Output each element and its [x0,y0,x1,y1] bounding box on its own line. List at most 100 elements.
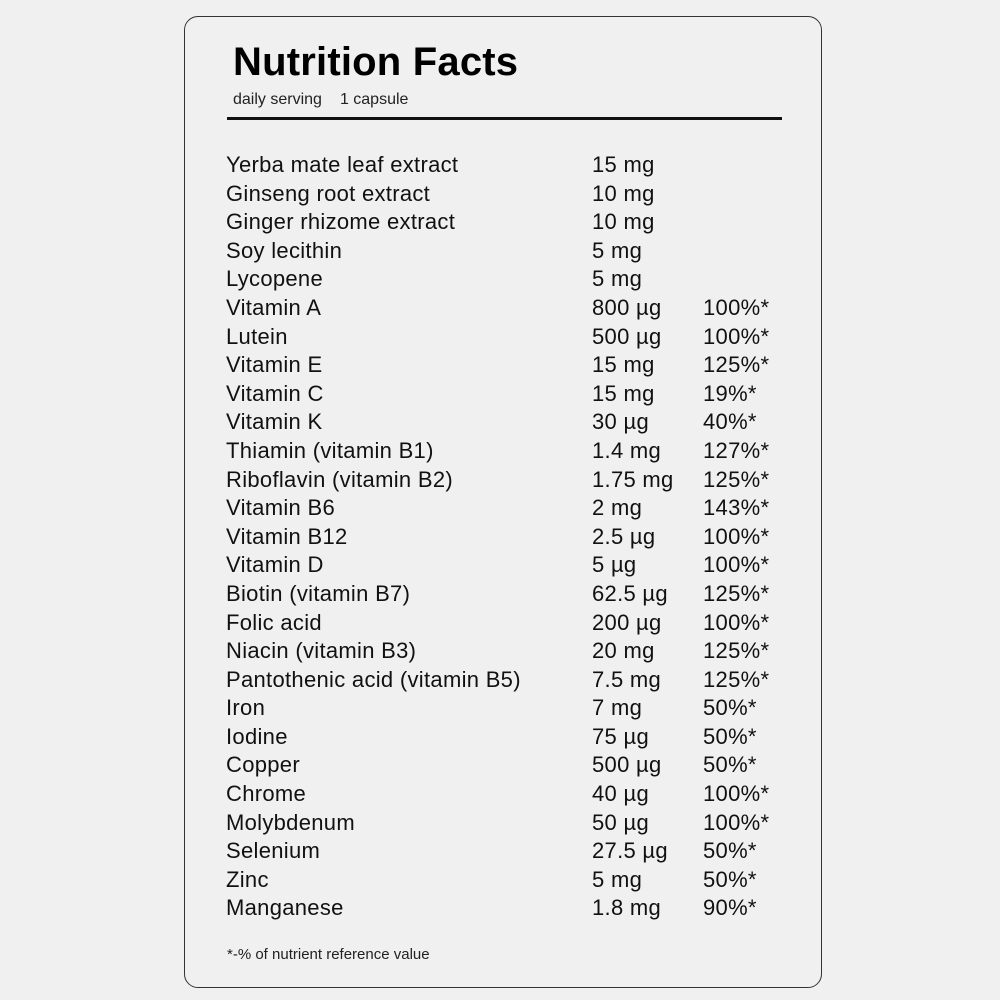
nutrient-name: Ginseng root extract [226,180,431,206]
nutrient-row: Niacin (vitamin B3) 20 mg 125%* [226,637,786,666]
nutrient-amount: 800 µg [592,294,662,320]
nutrient-list: Yerba mate leaf extract 15 mg Ginseng root… [226,151,786,923]
nutrient-name: Vitamin C [226,380,324,406]
nutrient-percent: 50%* [703,866,757,892]
nutrient-name: Manganese [226,895,344,921]
divider [227,117,782,120]
nutrient-row: Biotin (vitamin B7) 62.5 µg 125%* [226,580,786,609]
nutrient-row: Vitamin B12 2.5 µg 100%* [226,523,786,552]
nutrient-row: Vitamin D 5 µg 100%* [226,551,786,580]
nutrient-percent: 143%* [703,495,770,521]
nutrient-row: Ginseng root extract 10 mg [226,180,786,209]
nutrient-row: Yerba mate leaf extract 15 mg [226,151,786,180]
nutrient-amount: 30 µg [592,409,649,435]
nutrient-percent: 100%* [703,781,770,807]
nutrient-percent: 127%* [703,437,770,463]
nutrient-amount: 15 mg [592,380,655,406]
nutrient-name: Lutein [226,323,288,349]
nutrient-amount: 20 mg [592,638,655,664]
nutrient-name: Riboflavin (vitamin B2) [226,466,453,492]
nutrient-percent: 19%* [703,380,757,406]
nutrient-name: Lycopene [226,266,323,292]
nutrient-percent: 90%* [703,895,757,921]
nutrient-percent: 100%* [703,523,770,549]
nutrient-percent: 100%* [703,323,770,349]
nutrient-row: Vitamin B6 2 mg 143%* [226,494,786,523]
nutrition-label-card [184,16,822,988]
nutrient-percent: 40%* [703,409,757,435]
nutrient-row: Folic acid 200 µg 100%* [226,609,786,638]
nutrient-row: Copper 500 µg 50%* [226,751,786,780]
nutrient-amount: 5 mg [592,237,643,263]
nutrient-name: Selenium [226,838,321,864]
nutrient-amount: 5 mg [592,266,643,292]
nutrient-name: Vitamin B12 [226,523,348,549]
nutrient-name: Vitamin B6 [226,495,335,521]
nutrient-name: Iron [226,695,266,721]
nutrient-name: Thiamin (vitamin B1) [226,437,434,463]
nutrient-row: Vitamin K 30 µg 40%* [226,408,786,437]
nutrient-percent: 100%* [703,294,770,320]
serving-value: 1 capsule [339,91,409,108]
nutrient-amount: 40 µg [592,781,649,807]
nutrient-row: Iron 7 mg 50%* [226,694,786,723]
nutrient-row: Vitamin C 15 mg 19%* [226,380,786,409]
nutrient-amount: 27.5 µg [592,838,668,864]
nutrient-name: Vitamin K [226,409,323,435]
nutrient-amount: 10 mg [592,180,655,206]
nutrient-percent: 50%* [703,838,757,864]
nutrient-name: Ginger rhizome extract [226,209,456,235]
nutrient-amount: 5 µg [592,552,637,578]
page-title: Nutrition Facts [233,40,519,84]
nutrient-percent: 125%* [703,352,770,378]
nutrient-amount: 500 µg [592,323,662,349]
nutrient-row: Molybdenum 50 µg 100%* [226,809,786,838]
nutrient-row: Vitamin A 800 µg 100%* [226,294,786,323]
nutrient-percent: 125%* [703,580,770,606]
nutrient-amount: 50 µg [592,809,649,835]
nutrient-amount: 1.8 mg [592,895,662,921]
nutrient-percent: 125%* [703,466,770,492]
nutrient-row: Selenium 27.5 µg 50%* [226,837,786,866]
nutrient-row: Lycopene 5 mg [226,265,786,294]
nutrient-percent: 100%* [703,609,770,635]
nutrient-name: Vitamin A [226,294,322,320]
nutrient-row: Iodine 75 µg 50%* [226,723,786,752]
nutrient-percent: 125%* [703,666,770,692]
nutrient-name: Vitamin D [226,552,324,578]
nutrient-amount: 200 µg [592,609,662,635]
nutrient-name: Biotin (vitamin B7) [226,580,411,606]
nutrient-name: Vitamin E [226,352,323,378]
nutrient-percent: 125%* [703,638,770,664]
nutrient-row: Ginger rhizome extract 10 mg [226,208,786,237]
nutrient-name: Iodine [226,723,288,749]
nutrient-amount: 1.4 mg [592,437,662,463]
nutrient-amount: 2 mg [592,495,643,521]
nutrient-percent: 50%* [703,695,757,721]
footnote: *-% of nutrient reference value [227,946,430,963]
nutrient-amount: 5 mg [592,866,643,892]
nutrient-row: Chrome 40 µg 100%* [226,780,786,809]
nutrient-row: Riboflavin (vitamin B2) 1.75 mg 125%* [226,466,786,495]
serving-info: daily serving 1 capsule [233,91,426,109]
nutrient-row: Pantothenic acid (vitamin B5) 7.5 mg 125%* [226,666,786,695]
nutrient-amount: 2.5 µg [592,523,656,549]
nutrient-amount: 7 mg [592,695,643,721]
nutrient-row: Zinc 5 mg 50%* [226,866,786,895]
nutrient-percent: 50%* [703,723,757,749]
nutrient-name: Pantothenic acid (vitamin B5) [226,666,521,692]
nutrient-name: Zinc [226,866,269,892]
nutrient-amount: 10 mg [592,209,655,235]
nutrient-row: Soy lecithin 5 mg [226,237,786,266]
nutrient-amount: 62.5 µg [592,580,668,606]
nutrient-amount: 7.5 mg [592,666,662,692]
nutrient-name: Folic acid [226,609,322,635]
nutrient-amount: 15 mg [592,152,655,177]
nutrient-amount: 1.75 mg [592,466,674,492]
nutrient-name: Soy lecithin [226,237,343,263]
serving-label: daily serving [233,91,322,108]
nutrient-row: Lutein 500 µg 100%* [226,323,786,352]
nutrient-row: Vitamin E 15 mg 125%* [226,351,786,380]
nutrient-amount: 75 µg [592,723,649,749]
nutrient-percent: 50%* [703,752,757,778]
